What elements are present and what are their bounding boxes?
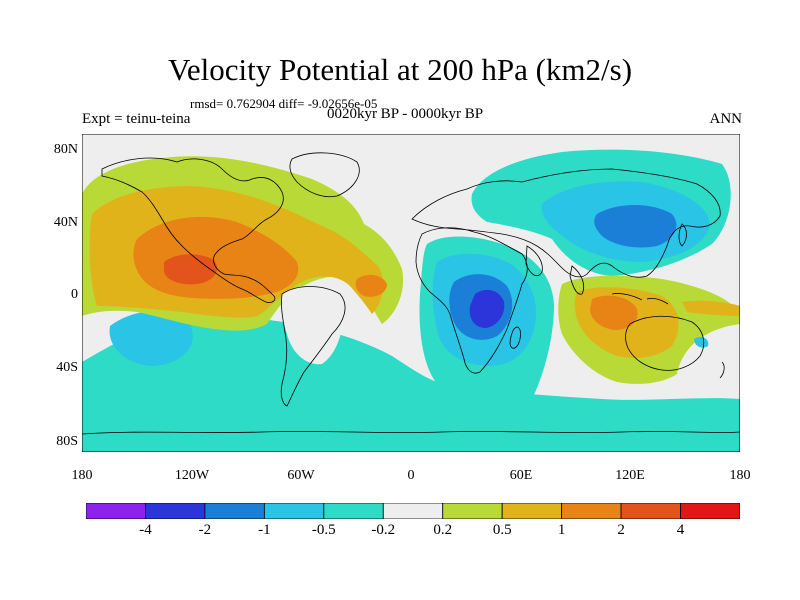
colorbar-label: 1 (557, 522, 566, 538)
coastlines (82, 152, 740, 435)
colorbar-swatch (620, 503, 681, 519)
colorbar-swatch (263, 503, 325, 519)
colorbar-swatch (442, 503, 503, 519)
lon-label-60e: 60E (509, 468, 533, 483)
lat-label-80n: 80N (53, 142, 78, 157)
colorbar-label: 4 (676, 522, 685, 538)
colorbar-label: -1 (258, 522, 271, 538)
contour-neg-africa-4 (469, 289, 505, 328)
contour-pos-americas-4 (164, 254, 218, 285)
colorbar-swatch (501, 503, 563, 519)
stats-text: rmsd= 0.762904 diff= -9.02656e-05 (190, 96, 378, 111)
colorbar-label: 0.5 (492, 522, 512, 538)
experiment-label: 0020kyr BP - 0000kyr BP (326, 106, 484, 122)
colorbar-swatch (145, 503, 206, 519)
colorbar-swatch (323, 503, 384, 519)
map-title: Velocity Potential at 200 hPa (km2/s) (167, 52, 633, 87)
lon-label-0: 0 (407, 468, 415, 483)
lat-label-40n: 40N (53, 215, 78, 230)
contour-neg-pacific-s (109, 311, 193, 366)
colorbar-label: 0.2 (433, 522, 453, 538)
colorbar-swatch (204, 503, 265, 519)
colorbar-label: -2 (198, 522, 212, 538)
colorbar-swatch (382, 503, 444, 519)
colorbar (86, 503, 740, 519)
contour-neg-sw-pacific (694, 336, 709, 348)
season-label: ANN (709, 111, 743, 127)
lon-label-120e: 120E (615, 468, 645, 483)
lon-label-180e: 180 (729, 468, 751, 483)
lat-label-80s: 80S (56, 434, 78, 449)
contour-neg-south-2 (82, 404, 740, 452)
lon-label-120w: 120W (174, 468, 210, 483)
contour-pos-pacific-tail (682, 300, 740, 316)
colorbar-label: -0.5 (311, 522, 336, 538)
contour-pos-australia-3 (590, 295, 638, 330)
lat-label-40s: 40S (56, 360, 78, 375)
expt-label: Expt = teinu-teina (82, 111, 191, 127)
colorbar-label: -0.2 (371, 522, 396, 538)
neutral-samerica (281, 285, 344, 329)
lat-label-eq: 0 (71, 287, 78, 302)
lon-label-180w: 180 (71, 468, 93, 483)
contour-neg-asia-3 (594, 205, 677, 248)
colorbar-label: -4 (139, 522, 152, 538)
colorbar-swatch (86, 503, 146, 519)
velocity-potential-map (82, 134, 740, 452)
lon-label-60w: 60W (287, 468, 315, 483)
contour-pos-atlantic (355, 274, 387, 297)
colorbar-swatch (561, 503, 622, 519)
contour-neg-south (82, 315, 740, 452)
colorbar-swatch (680, 503, 740, 519)
colorbar-label: 2 (617, 522, 625, 538)
